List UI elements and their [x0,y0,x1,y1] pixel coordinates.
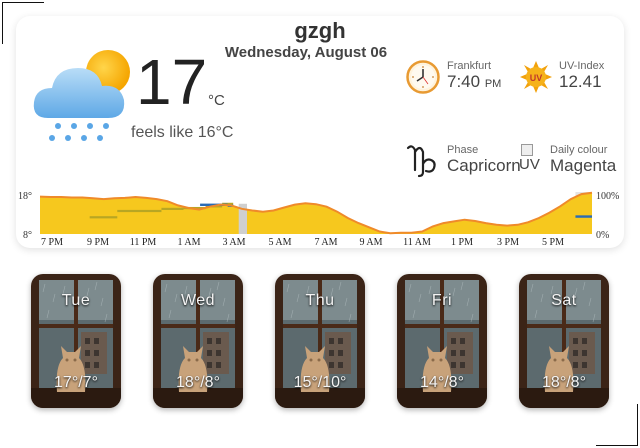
forecast-tile[interactable]: Sat 18°/8° [519,274,609,408]
temperature-line [39,191,593,235]
daily-colour-block: Daily colour Magenta [550,144,616,176]
rainy-window-cat-image [519,274,609,408]
precip-min-label: 0% [596,230,609,241]
uv-sun-icon: UV [520,61,552,93]
forecast-strip: Tue 17°/7° Wed 18°/8° Thu 15°/10° Fri 14°/8° Sat… [0,272,640,412]
forecast-day: Wed [180,292,216,309]
rainy-window-cat-image [275,274,365,408]
broken-image-icon [521,144,533,156]
forecast-day: Sat [551,292,577,309]
rain-cloud-sun-icon [33,50,130,141]
x-tick-label: 11 PM [130,237,157,248]
forecast-tile[interactable]: Wed 18°/8° [153,274,243,408]
forecast-tile[interactable]: Tue 17°/7° [31,274,121,408]
forecast-temp-range: 15°/10° [293,374,347,391]
chart-plot [39,191,593,235]
x-tick-label: 5 AM [268,237,291,248]
date-label: Wednesday, August 06 [224,44,388,61]
x-tick-label: 9 PM [87,237,109,248]
colour-label: Daily colour [550,144,608,156]
local-time-value: 7:40 PM [447,72,501,92]
x-tick-label: 1 PM [451,237,473,248]
phase-label: Phase [447,144,479,156]
forecast-temp-range: 14°/8° [420,374,464,391]
uv-badge-text: UV [530,73,543,83]
precip-probability-step [117,209,162,213]
colour-value: Magenta [550,156,617,175]
temperature-unit: °C [208,92,225,109]
clock-icon [406,60,440,94]
x-tick-label: 3 PM [497,237,519,248]
frame-corner-top-left [2,2,44,44]
forecast-temp-range: 17°/7° [54,374,98,391]
phase-value: Capricorn [447,156,521,175]
city-label: Frankfurt [447,60,492,72]
precip-probability-step [89,216,118,219]
precip-probability-step [161,207,184,210]
forecast-tile[interactable]: Thu 15°/10° [275,274,365,408]
rain-amount-mark [200,203,228,206]
forecast-tile[interactable]: Fri 14°/8° [397,274,487,408]
forecast-day: Fri [431,292,453,309]
image-alt-text: UV [519,156,540,173]
location-title: gzgh [294,18,346,43]
forecast-temp-range: 18°/8° [176,374,220,391]
x-tick-label: 1 AM [177,237,200,248]
precip-block [238,203,247,234]
local-time-block: Frankfurt 7:40 PM [447,60,501,92]
frame-corner-bottom-right [596,404,638,446]
x-tick-label: 11 AM [403,237,431,248]
forecast-day: Thu [305,292,335,309]
temperature-area [40,192,592,234]
uv-index-block: UV-Index 12.41 [559,60,604,92]
y-max-label: 18° [18,191,32,202]
daily-colour-image: UV [519,144,545,176]
x-tick-label: 9 AM [359,237,382,248]
forecast-temp-range: 18°/8° [542,374,586,391]
feels-like-label: feels like 16°C [131,124,234,141]
phase-block: Phase Capricorn [447,144,521,176]
rain-amount-mark [575,215,592,218]
capricorn-icon [406,145,436,178]
uv-label: UV-Index [559,60,605,72]
rainy-window-cat-image [31,274,121,408]
forecast-day: Tue [61,292,91,309]
current-temperature: 17 [136,46,208,118]
rainy-window-cat-image [397,274,487,408]
y-min-label: 8° [23,230,32,241]
weather-card: gzgh Wednesday, August 06 17 °C feels li… [16,16,624,248]
x-axis-labels: 7 PM 9 PM 11 PM 1 AM 3 AM 5 AM 7 AM 9 AM 11 AM 1 … [41,237,564,248]
x-tick-label: 5 PM [542,237,564,248]
time-text: 7:40 [447,72,481,91]
x-tick-label: 7 PM [41,237,63,248]
uv-value: 12.41 [559,72,602,91]
x-tick-label: 3 AM [222,237,245,248]
rainy-window-cat-image [153,274,243,408]
hourly-chart: 18° 8° 100% 0% 7 PM 9 PM 11 PM 1 AM 3 AM 5 AM… [18,191,619,248]
x-tick-label: 7 AM [314,237,337,248]
ampm-text: PM [484,78,502,90]
precip-max-label: 100% [596,191,619,202]
